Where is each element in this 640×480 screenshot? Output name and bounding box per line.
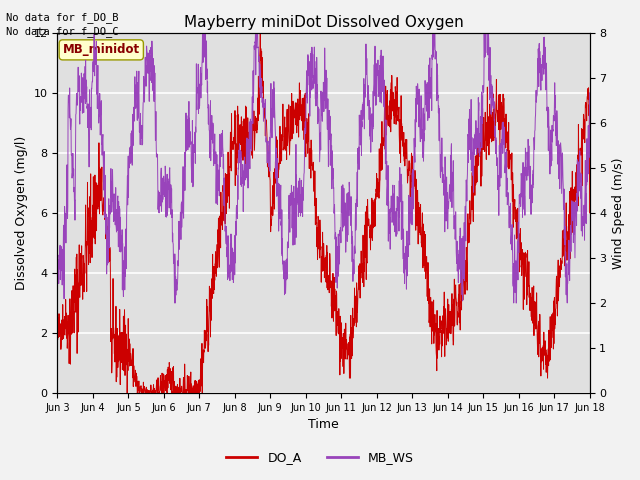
- Text: MB_minidot: MB_minidot: [63, 43, 140, 56]
- Text: No data for f_DO_C: No data for f_DO_C: [6, 26, 119, 37]
- X-axis label: Time: Time: [308, 419, 339, 432]
- Y-axis label: Dissolved Oxygen (mg/l): Dissolved Oxygen (mg/l): [15, 136, 28, 290]
- Legend: DO_A, MB_WS: DO_A, MB_WS: [221, 446, 419, 469]
- Title: Mayberry miniDot Dissolved Oxygen: Mayberry miniDot Dissolved Oxygen: [184, 15, 463, 30]
- Y-axis label: Wind Speed (m/s): Wind Speed (m/s): [612, 157, 625, 269]
- Text: No data for f_DO_B: No data for f_DO_B: [6, 12, 119, 23]
